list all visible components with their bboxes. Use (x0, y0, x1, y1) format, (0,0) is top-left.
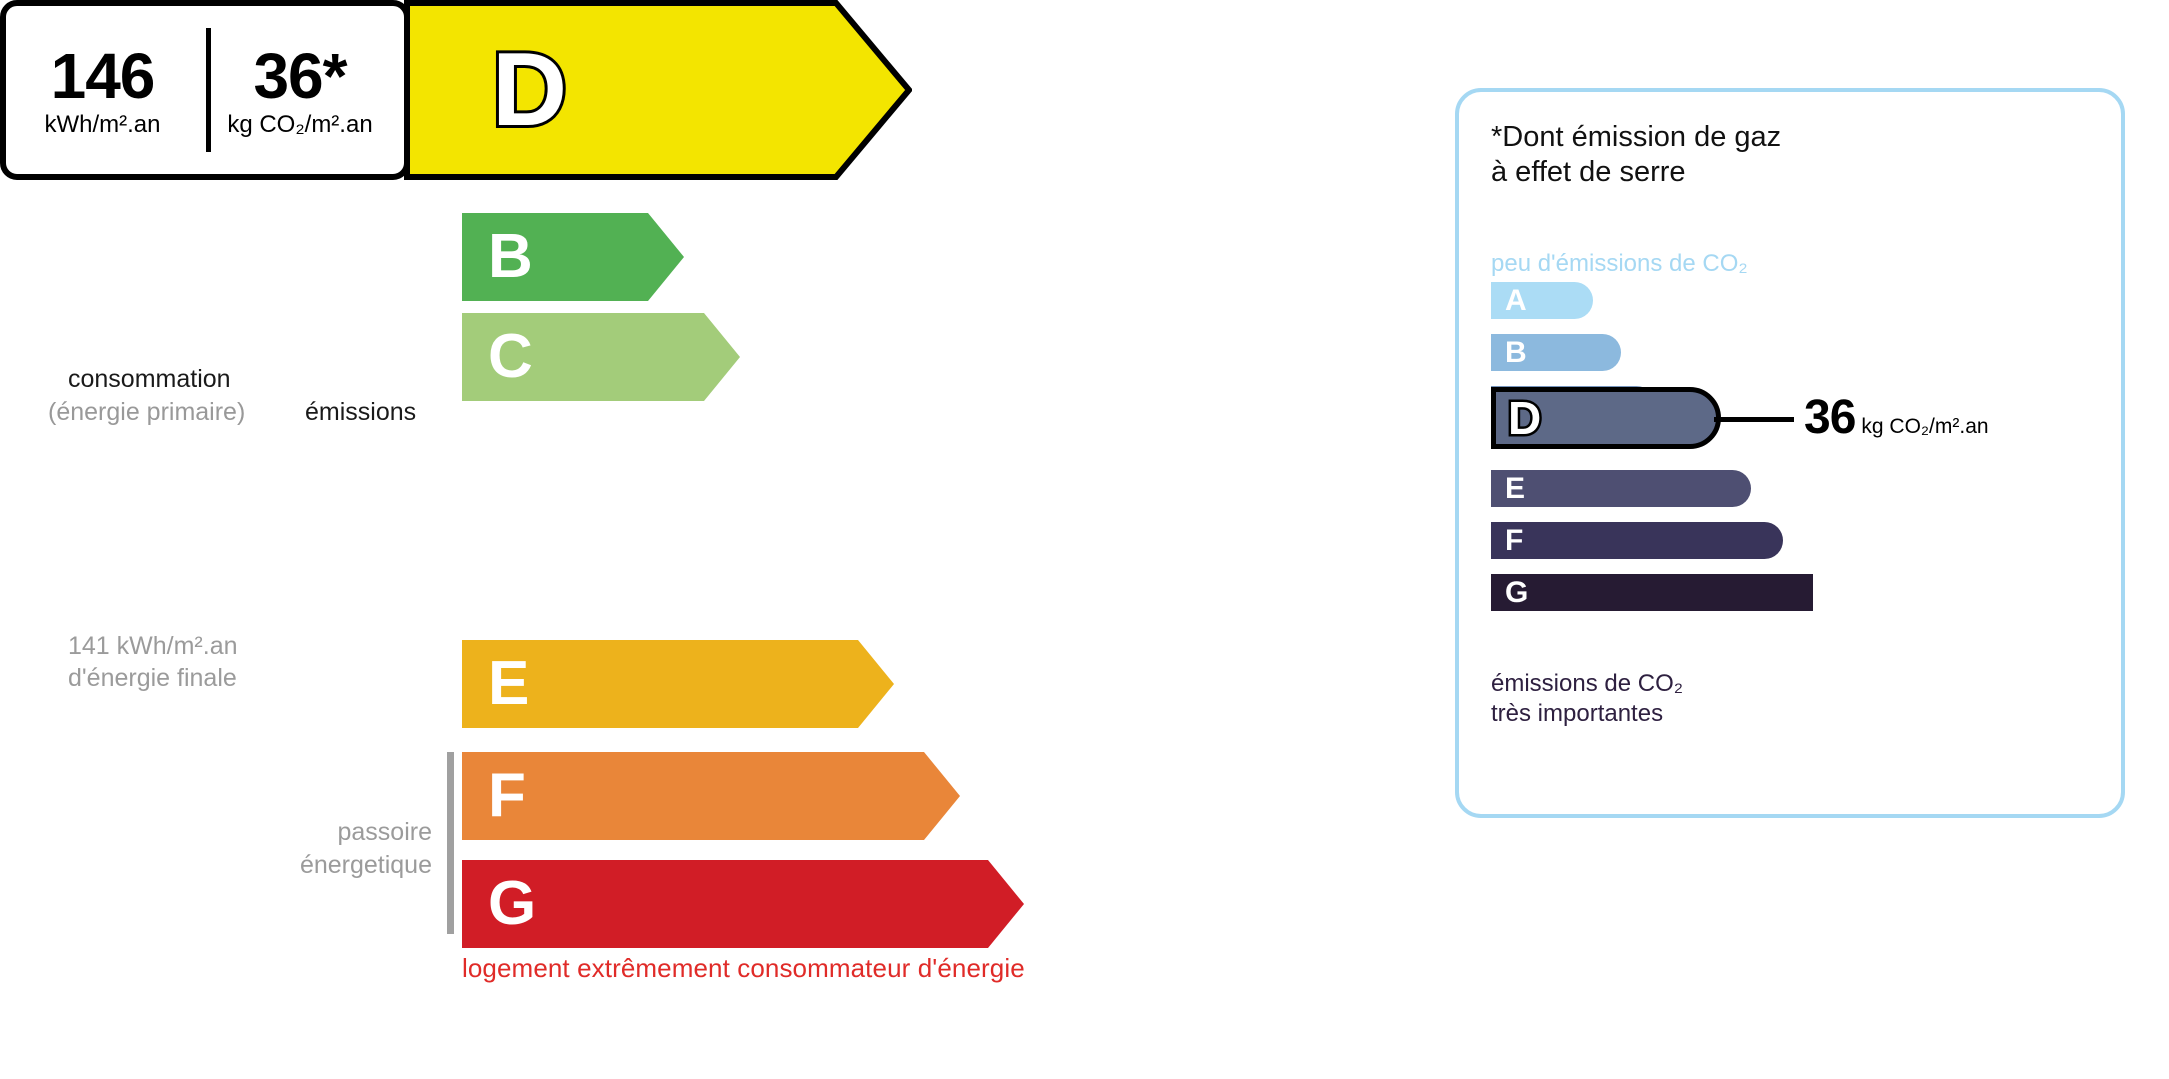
co2-callout: 36 kg CO₂/m².an (1804, 390, 1989, 445)
value-box-divider (206, 28, 211, 152)
co2-emission-number: 36* (253, 39, 347, 112)
energy-class-letter-e: E (488, 649, 530, 718)
co2-class-letter-b: B (1505, 335, 1527, 369)
energy-arrow-f: F (462, 752, 960, 840)
energy-class-row-b[interactable]: B (462, 213, 684, 301)
co2-emission-unit: kg CO₂/m².an (227, 111, 373, 138)
selected-values: 146 kWh/m².an 36* kg CO₂/m².an (0, 0, 406, 180)
arrow-shape-b (462, 213, 684, 301)
energy-arrow-c: C (462, 313, 740, 401)
arrow-shape-e (462, 640, 894, 728)
energy-arrow-b: B (462, 213, 684, 301)
co2-emissions-panel: *Dont émission de gaz à effet de serre p… (1455, 88, 2125, 818)
co2-class-row-f[interactable]: F (1491, 522, 1783, 559)
energy-arrow-e: E (462, 640, 894, 728)
co2-emission-value-cell: 36* kg CO₂/m².an (205, 39, 395, 138)
co2-bar-e: E (1491, 470, 1751, 507)
label-consommation: consommation (68, 365, 231, 393)
co2-bottom-caption-line1: émissions de CO₂ (1491, 670, 1684, 697)
energy-performance-chart: logement très performant A B (0, 0, 1025, 983)
energy-class-row-d-selected[interactable]: 146 kWh/m².an 36* kg CO₂/m².an D (0, 0, 912, 180)
co2-class-row-g[interactable]: G (1491, 574, 1813, 611)
label-energie-finale-line2: d'énergie finale (68, 664, 237, 692)
co2-bar-g: G (1491, 574, 1813, 611)
co2-class-letter-d-selected: D (1505, 392, 1543, 444)
energy-class-letter-c: C (488, 322, 533, 391)
arrow-shape-f (462, 752, 960, 840)
co2-panel-title-line2: à effet de serre (1491, 156, 1686, 189)
energy-class-row-c[interactable]: C (462, 313, 740, 401)
label-energie-primaire: (énergie primaire) (48, 398, 246, 426)
co2-bar-f: F (1491, 522, 1783, 559)
energy-class-row-g[interactable]: G (462, 860, 1024, 948)
co2-class-row-a[interactable]: A (1491, 282, 1593, 319)
co2-bottom-caption-line2: très importantes (1491, 700, 1664, 727)
co2-bar-d: D (1491, 387, 1721, 449)
co2-class-row-d-selected[interactable]: D (1491, 387, 1721, 449)
co2-callout-value: 36 (1804, 391, 1856, 444)
co2-bar-b: B (1491, 334, 1621, 371)
co2-class-letter-e: E (1505, 471, 1526, 505)
passoire-bracket (447, 752, 454, 934)
co2-callout-unit: kg CO₂/m².an (1861, 415, 1989, 438)
co2-class-row-e[interactable]: E (1491, 470, 1751, 507)
label-energie-finale: 141 kWh/m².an d'énergie finale (68, 630, 238, 694)
energy-class-letter-g: G (488, 869, 537, 938)
energy-class-letter-f: F (488, 761, 526, 830)
co2-bar-a: A (1491, 282, 1593, 319)
co2-class-letter-g: G (1505, 575, 1529, 609)
passoire-label-line2: énergetique (299, 850, 432, 879)
energy-bottom-caption: logement extrêmement consommateur d'éner… (462, 953, 1025, 983)
primary-energy-value-cell: 146 kWh/m².an (0, 39, 205, 138)
co2-panel-title: *Dont émission de gaz à effet de serre (1491, 120, 1781, 191)
co2-callout-leader-line (1714, 417, 1794, 422)
primary-energy-number: 146 (50, 39, 156, 112)
passoire-label-line1: passoire (337, 818, 433, 846)
co2-panel-title-line1: *Dont émission de gaz (1491, 121, 1782, 153)
passoire-label: passoire énergetique (250, 816, 432, 881)
label-energie-finale-line1: 141 kWh/m².an (68, 632, 238, 660)
energy-class-row-e[interactable]: E (462, 640, 894, 728)
selected-class-container: 146 kWh/m².an 36* kg CO₂/m².an D (0, 0, 912, 180)
arrow-shape-c (462, 313, 740, 401)
primary-energy-unit: kWh/m².an (44, 111, 161, 138)
co2-class-letter-a: A (1505, 283, 1527, 317)
co2-class-letter-f: F (1505, 523, 1524, 557)
label-emissions: émissions (305, 398, 417, 426)
energy-class-letter-b: B (488, 222, 533, 291)
energy-class-row-f[interactable]: F (462, 752, 960, 840)
co2-top-caption: peu d'émissions de CO₂ (1491, 250, 1748, 277)
co2-class-row-b[interactable]: B (1491, 334, 1621, 371)
co2-bottom-caption: émissions de CO₂ très importantes (1491, 669, 1683, 729)
selected-row-shape (0, 0, 912, 180)
energy-class-letter-d-selected: D (489, 32, 570, 148)
energy-arrow-g: G (462, 860, 1024, 948)
arrow-shape-g (462, 860, 1024, 948)
